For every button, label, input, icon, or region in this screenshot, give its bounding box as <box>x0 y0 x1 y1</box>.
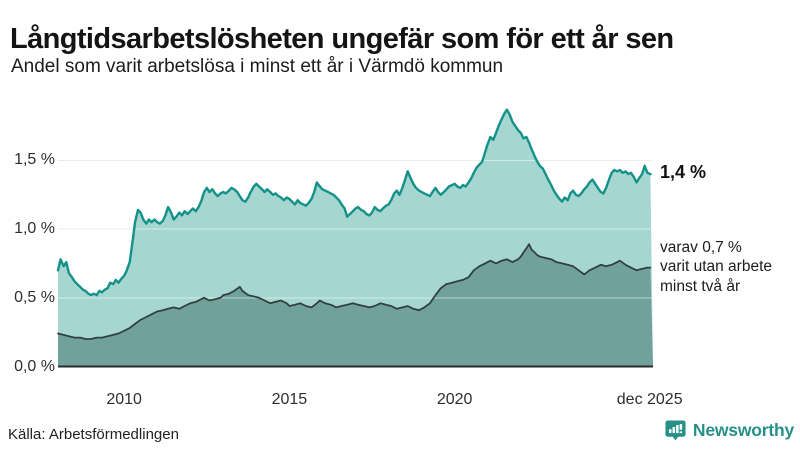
y-tick-label: 1,5 % <box>14 151 55 169</box>
x-tick-label: 2010 <box>106 391 142 408</box>
newsworthy-icon <box>665 420 686 441</box>
page-title: Långtidsarbetslösheten ungefär som för e… <box>10 23 674 56</box>
series-line-0 <box>56 108 652 297</box>
area-fill-1 <box>58 244 653 367</box>
y-tick-label: 0,5 % <box>14 288 55 306</box>
latest-value-label: 1,4 % <box>660 162 707 182</box>
series-line-1 <box>57 243 652 340</box>
y-tick-label: 0,0 % <box>14 357 55 375</box>
chart-subtitle: Andel som varit arbetslösa i minst ett å… <box>11 56 504 77</box>
x-tick-label: 2020 <box>436 391 473 408</box>
source-note: Källa: Arbetsförmedlingen <box>8 426 179 443</box>
newsworthy-logo[interactable]: Newsworthy <box>664 419 794 442</box>
y-tick-label: 1,0 % <box>14 220 55 238</box>
newsworthy-wordmark: Newsworthy <box>692 420 794 440</box>
x-tick-label: 2015 <box>271 391 308 408</box>
secondary-value-label: varav 0,7 % varit utan arbete minst två … <box>660 239 773 295</box>
x-tick-label: dec 2025 <box>616 391 683 408</box>
